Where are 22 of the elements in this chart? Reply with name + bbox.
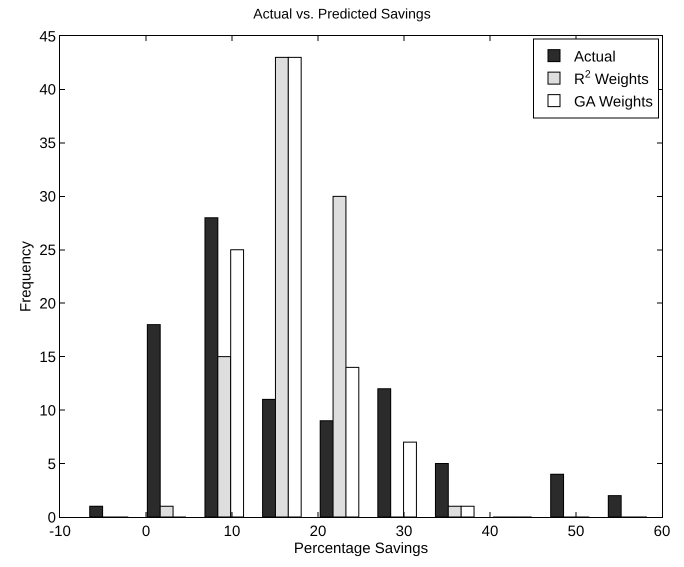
y-tick-label: 10 (39, 402, 56, 420)
x-tick-label: 30 (396, 523, 412, 540)
y-tick-label: 5 (48, 456, 56, 473)
x-axis-title: Percentage Savings (294, 540, 428, 557)
y-tick-label: 30 (39, 188, 56, 206)
y-tick-label: 40 (39, 82, 56, 99)
x-tick-label: 40 (482, 523, 498, 540)
chart-title: Actual vs. Predicted Savings (253, 5, 431, 22)
legend-label: Actual (574, 48, 616, 66)
y-tick-label: 15 (39, 348, 56, 366)
x-tick-label: 10 (224, 523, 240, 540)
y-tick-label: 25 (39, 242, 56, 260)
legend-label: R$^{2}$ Weights (574, 68, 649, 88)
x-tick-label: 50 (568, 523, 584, 540)
legend-label: GA Weights (574, 94, 653, 111)
y-axis-title: Frequency (18, 240, 35, 312)
y-tick-label: 45 (39, 28, 56, 46)
y-tick-label: 35 (39, 135, 56, 152)
x-tick-label: 0 (142, 523, 150, 540)
x-tick-label: 20 (310, 523, 326, 540)
y-tick-label: 20 (39, 295, 56, 312)
x-tick-label: 60 (654, 523, 670, 540)
